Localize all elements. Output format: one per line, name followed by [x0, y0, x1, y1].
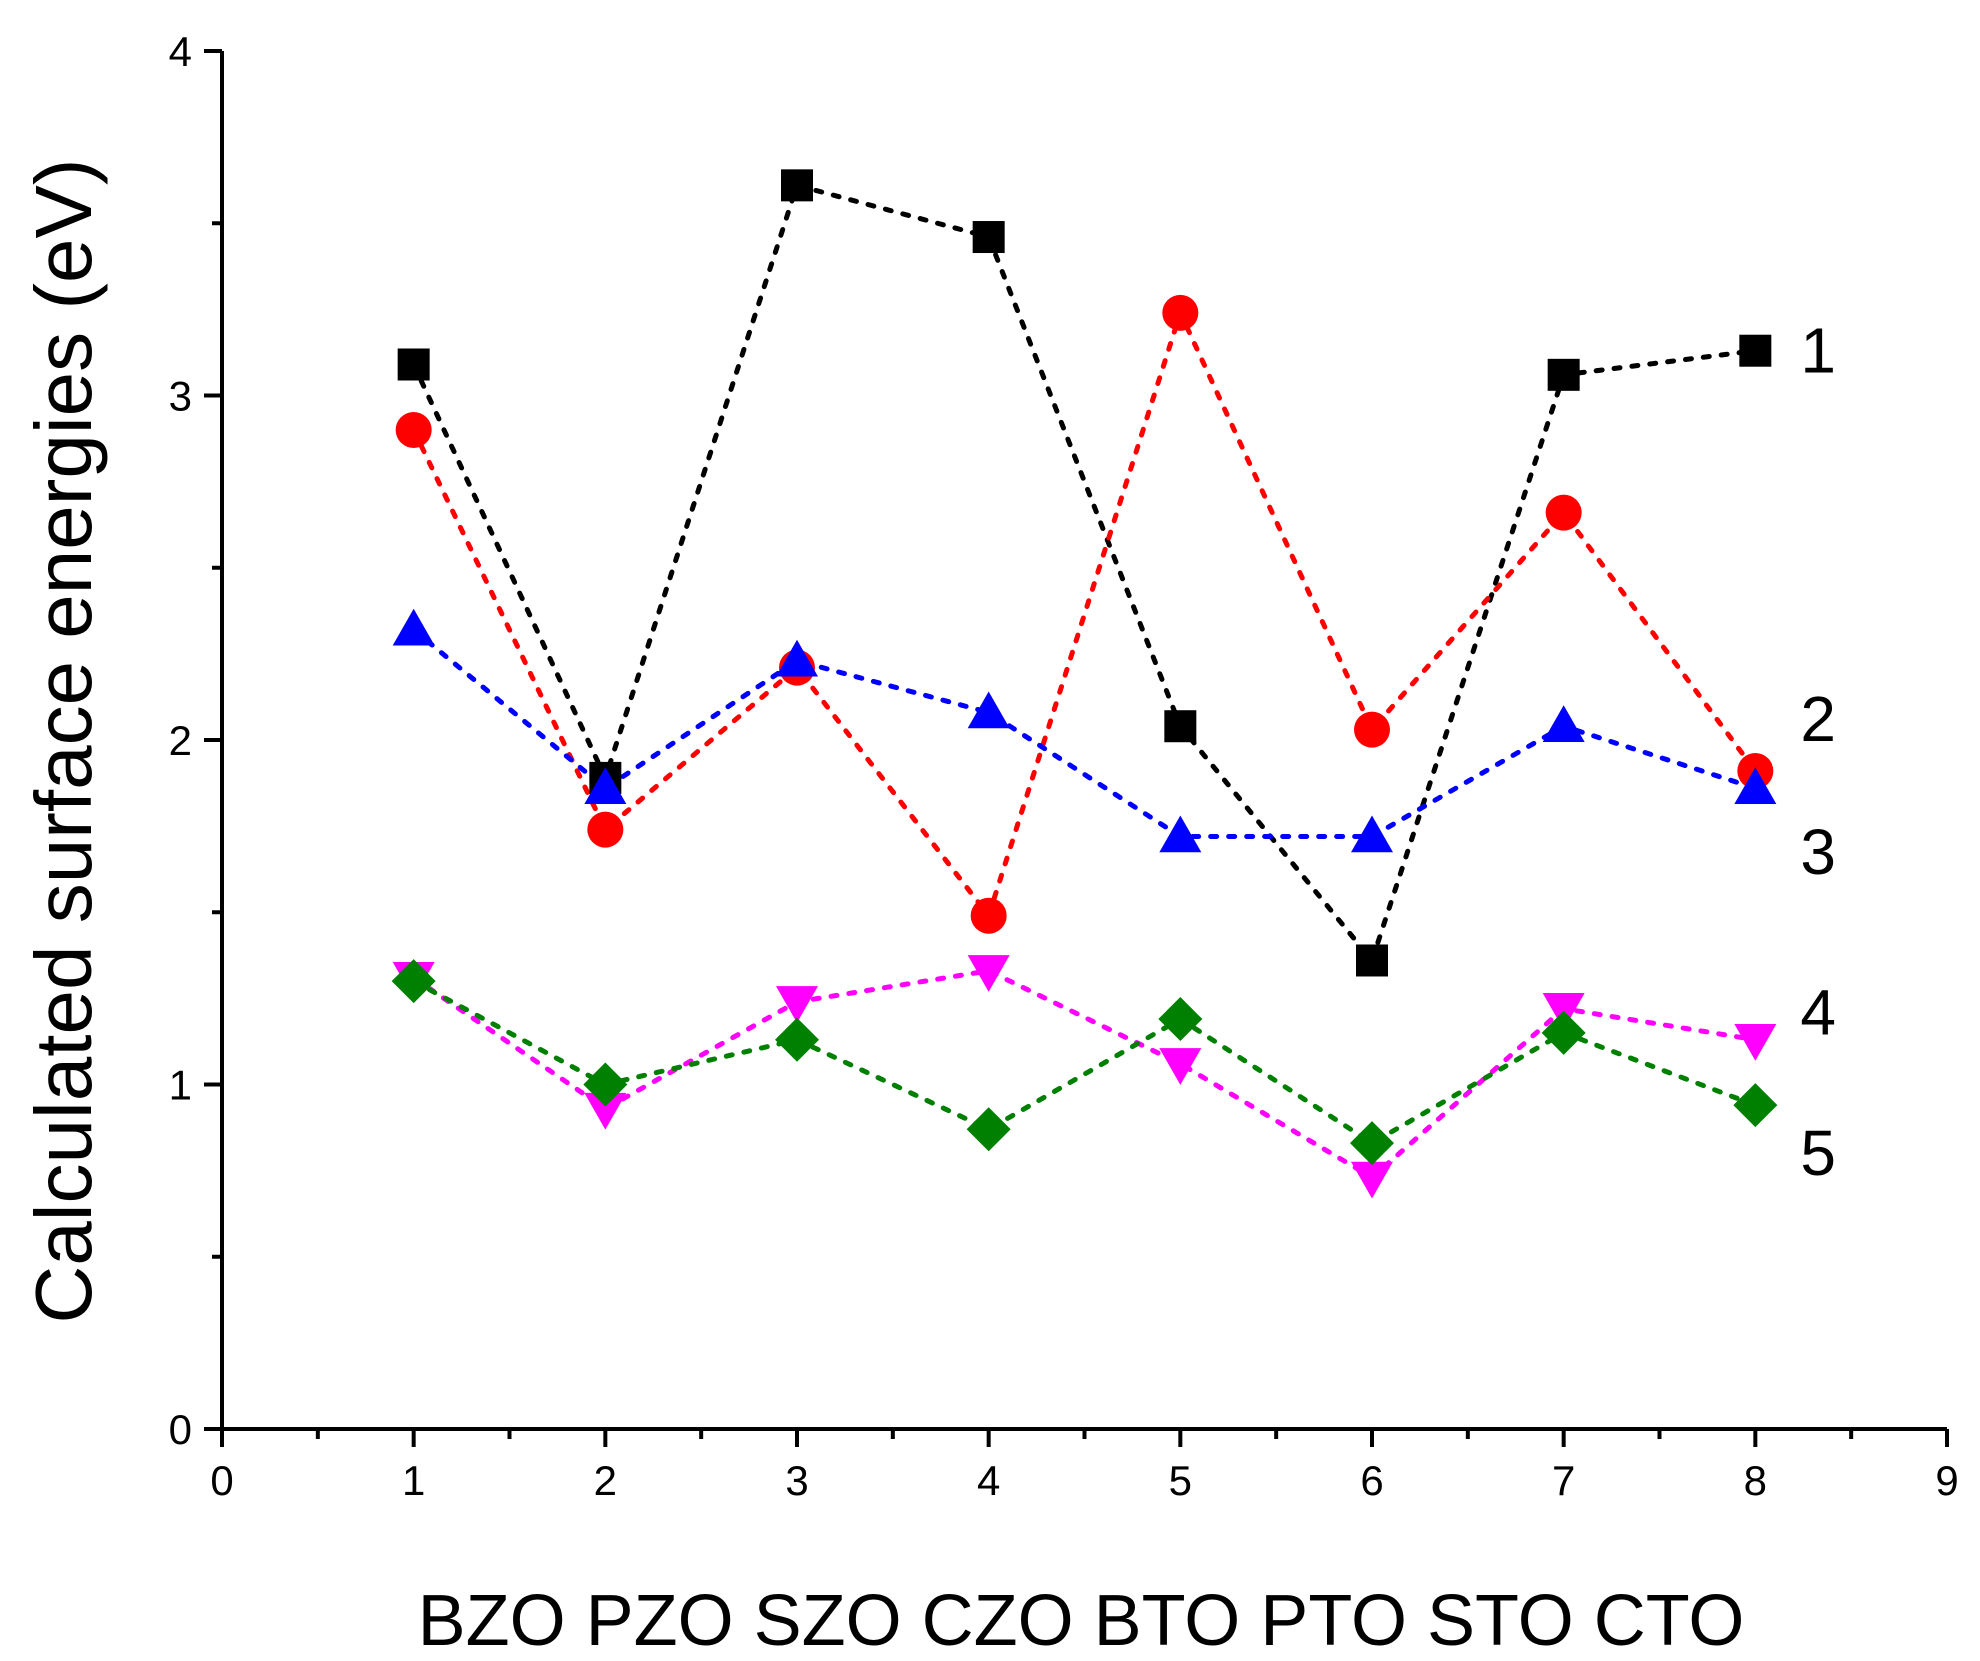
y-axis-title: Calculated surface energies (eV): [19, 158, 108, 1323]
y-tick-label: 3: [169, 373, 192, 420]
triangle-up-marker: [967, 691, 1010, 729]
triangle-up-marker: [1159, 815, 1202, 853]
y-tick-label: 4: [169, 28, 192, 75]
circle-marker: [395, 411, 432, 448]
x-tick-label: 6: [1360, 1457, 1383, 1504]
diamond-marker: [391, 959, 436, 1004]
square-marker: [972, 221, 1005, 254]
square-marker: [397, 348, 430, 381]
y-tick-label: 0: [169, 1406, 192, 1453]
x-tick-label: 9: [1935, 1457, 1958, 1504]
circle-marker: [587, 811, 624, 848]
y-tick-label: 1: [169, 1062, 192, 1109]
x-tick-label: 4: [977, 1457, 1000, 1504]
x-tick-label: 3: [785, 1457, 808, 1504]
x-tick-label: 5: [1169, 1457, 1192, 1504]
triangle-down-marker: [1159, 1048, 1202, 1085]
square-marker: [1739, 334, 1772, 367]
triangle-down-marker: [967, 955, 1010, 992]
series-4-line: [411, 968, 1758, 1181]
triangle-up-marker: [1542, 705, 1585, 742]
square-marker: [1164, 710, 1197, 743]
series-1-line: [411, 182, 1758, 966]
x-tick-label: 0: [210, 1457, 233, 1504]
diamond-marker: [583, 1062, 628, 1107]
series-2-label: 2: [1800, 683, 1836, 755]
diamond-marker: [1158, 997, 1203, 1042]
x-axis-title: BZO PZO SZO CZO BTO PTO STO CTO: [418, 1581, 1745, 1661]
series-2-line: [411, 305, 1758, 921]
x-tick-label: 2: [594, 1457, 617, 1504]
triangle-up-marker: [1734, 767, 1777, 804]
series-3-label: 3: [1800, 816, 1836, 888]
series-5-label: 5: [1800, 1117, 1836, 1189]
square-marker: [1547, 358, 1580, 391]
series-lines: [411, 182, 1758, 1181]
series-4-label: 4: [1800, 977, 1836, 1049]
axes: 0 1 2 3 4 5 6 7 8 9 0 1 2 3 4 1 2 3 4 5: [169, 28, 1959, 1504]
y-tick-label: 2: [169, 717, 192, 764]
square-marker: [1356, 944, 1388, 977]
diamond-marker: [966, 1107, 1011, 1152]
triangle-up-marker: [392, 608, 435, 646]
series-markers: [391, 169, 1778, 1199]
diamond-marker: [775, 1017, 819, 1062]
triangle-up-marker: [776, 639, 818, 677]
series-1-label: 1: [1800, 315, 1836, 387]
circle-marker: [1354, 711, 1390, 748]
triangle-up-marker: [584, 767, 627, 804]
triangle-down-marker: [584, 1092, 627, 1130]
x-tick-label: 8: [1744, 1457, 1767, 1504]
circle-marker: [1545, 494, 1582, 531]
circle-marker: [1162, 294, 1199, 331]
x-tick-label: 1: [402, 1457, 425, 1504]
x-tick-label: 7: [1552, 1457, 1575, 1504]
triangle-down-marker: [1351, 1161, 1393, 1199]
series-5-line: [411, 978, 1758, 1146]
diamond-marker: [1350, 1121, 1394, 1166]
triangle-down-marker: [776, 986, 818, 1023]
square-marker: [781, 169, 813, 202]
series-3-line: [411, 627, 1758, 839]
circle-marker: [970, 897, 1007, 934]
triangle-up-marker: [1351, 815, 1393, 853]
triangle-down-marker: [1734, 1023, 1777, 1061]
diamond-marker: [1733, 1083, 1778, 1128]
diamond-marker: [1541, 1010, 1586, 1055]
